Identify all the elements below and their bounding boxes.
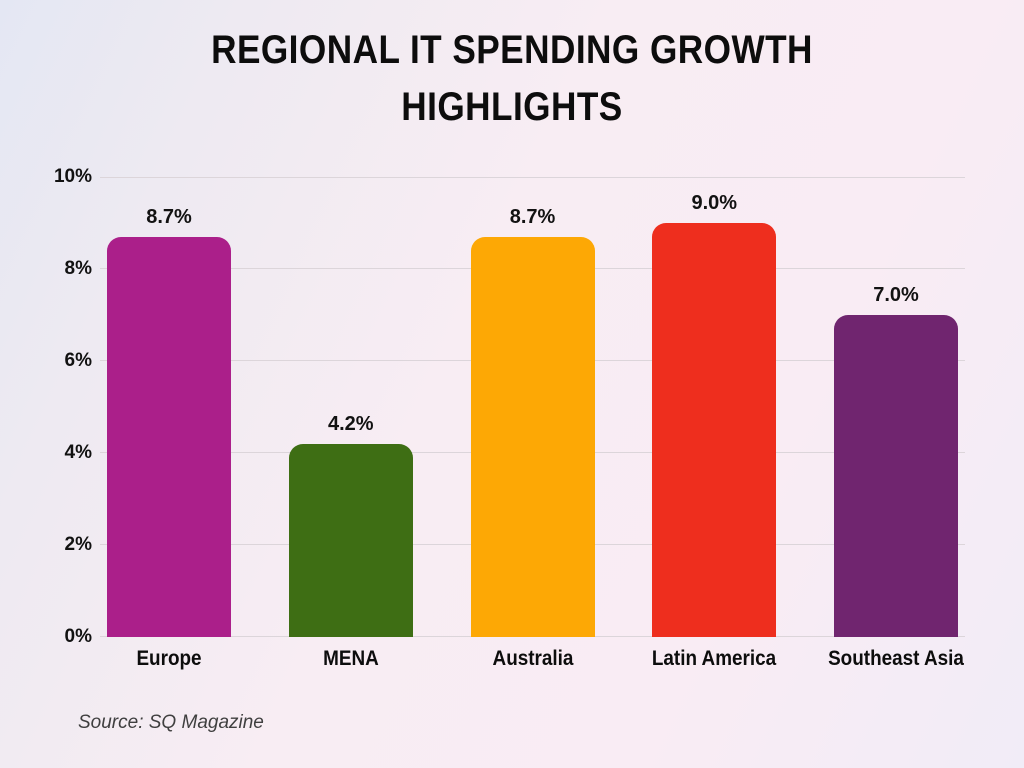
source-caption: Source: SQ Magazine [78,712,264,733]
gridline-10% [100,177,965,178]
value-label-southeast-asia: 7.0% [873,284,919,306]
bar-australia [470,236,595,637]
bar-mena [288,443,413,637]
value-label-latin-america: 9.0% [691,192,738,214]
y-tick-2%: 2% [64,534,92,555]
value-label-europe: 8.7% [146,205,192,228]
y-tick-8%: 8% [64,258,92,279]
y-tick-4%: 4% [64,442,92,463]
x-tick-mena: MENA [322,647,379,670]
value-label-australia: 8.7% [509,205,556,228]
value-label-mena: 4.2% [327,412,374,435]
x-tick-australia: Australia [492,647,573,670]
bar-southeast-asia [834,315,958,637]
y-tick-0%: 0% [64,626,92,647]
bar-europe [107,236,231,637]
x-tick-southeast-asia: Southeast Asia [828,647,964,670]
chart-title: REGIONAL IT SPENDING GROWTH HIGHLIGHTS [211,28,813,129]
bar-latin-america [652,223,777,637]
y-tick-10%: 10% [53,166,92,187]
y-tick-6%: 6% [64,350,92,371]
x-tick-europe: Europe [136,647,202,670]
x-tick-latin-america: Latin America [652,647,777,670]
bar-chart-plot-area: 8.7% 4.2% 8.7% 9.0% 7.0% [100,177,965,637]
